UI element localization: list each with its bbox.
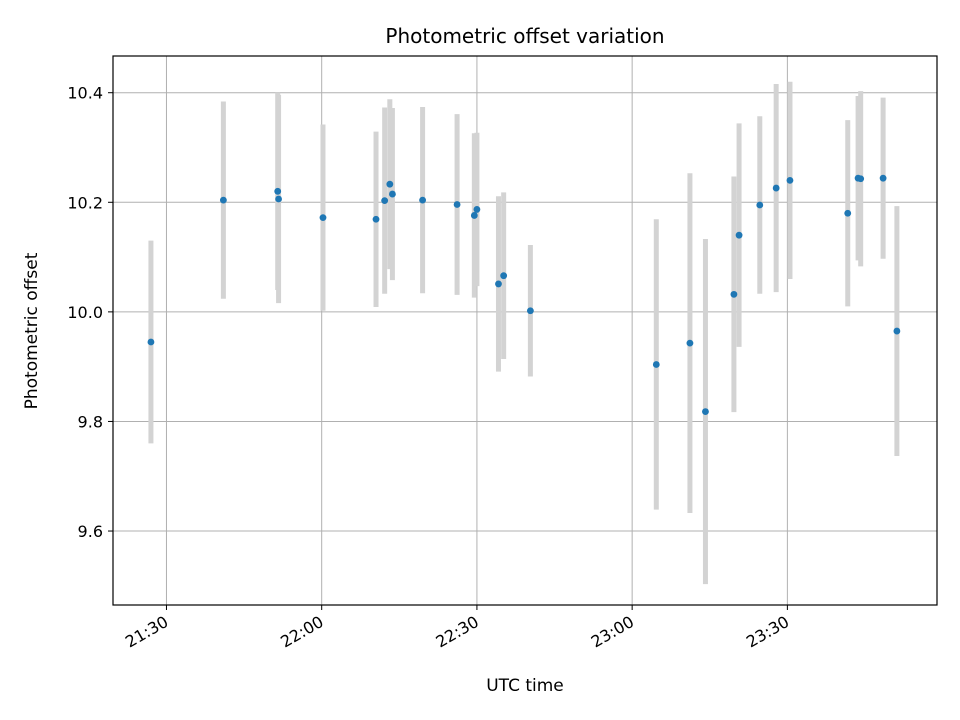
y-tick-label: 10.4 <box>67 84 103 103</box>
data-point <box>473 206 481 213</box>
data-point <box>702 408 709 415</box>
y-tick-label: 10.2 <box>67 193 103 212</box>
x-axis-label: UTC time <box>486 676 564 696</box>
data-point <box>386 180 394 188</box>
data-point <box>453 201 461 208</box>
data-point <box>730 290 738 298</box>
data-point <box>786 176 794 184</box>
data-point <box>893 327 901 335</box>
data-point <box>372 215 380 223</box>
data-point <box>756 201 764 209</box>
data-point <box>857 175 865 183</box>
data-point <box>381 197 389 205</box>
data-point <box>844 209 852 217</box>
y-tick-label: 9.6 <box>78 522 103 541</box>
data-point <box>686 339 694 347</box>
data-point <box>470 212 478 219</box>
data-point <box>147 338 155 346</box>
y-axis-label: Photometric offset <box>22 252 42 409</box>
data-points <box>147 174 901 415</box>
data-point <box>319 214 327 222</box>
data-point <box>652 361 660 368</box>
data-point <box>526 307 534 315</box>
y-tick-label: 9.8 <box>78 412 103 431</box>
data-point <box>879 174 887 182</box>
data-point <box>219 196 227 204</box>
y-axis-ticks: 9.6 9.8 10.0 10.2 10.4 <box>67 84 113 541</box>
plot-frame <box>112 55 938 606</box>
data-point <box>275 195 282 203</box>
data-point <box>735 231 743 239</box>
data-point <box>772 184 780 192</box>
data-point <box>274 187 282 195</box>
data-point <box>500 272 508 280</box>
data-point <box>419 196 426 204</box>
data-point <box>389 190 396 198</box>
y-tick-label: 10.0 <box>67 303 103 322</box>
data-point <box>495 280 502 288</box>
chart-title: Photometric offset variation <box>385 24 664 48</box>
